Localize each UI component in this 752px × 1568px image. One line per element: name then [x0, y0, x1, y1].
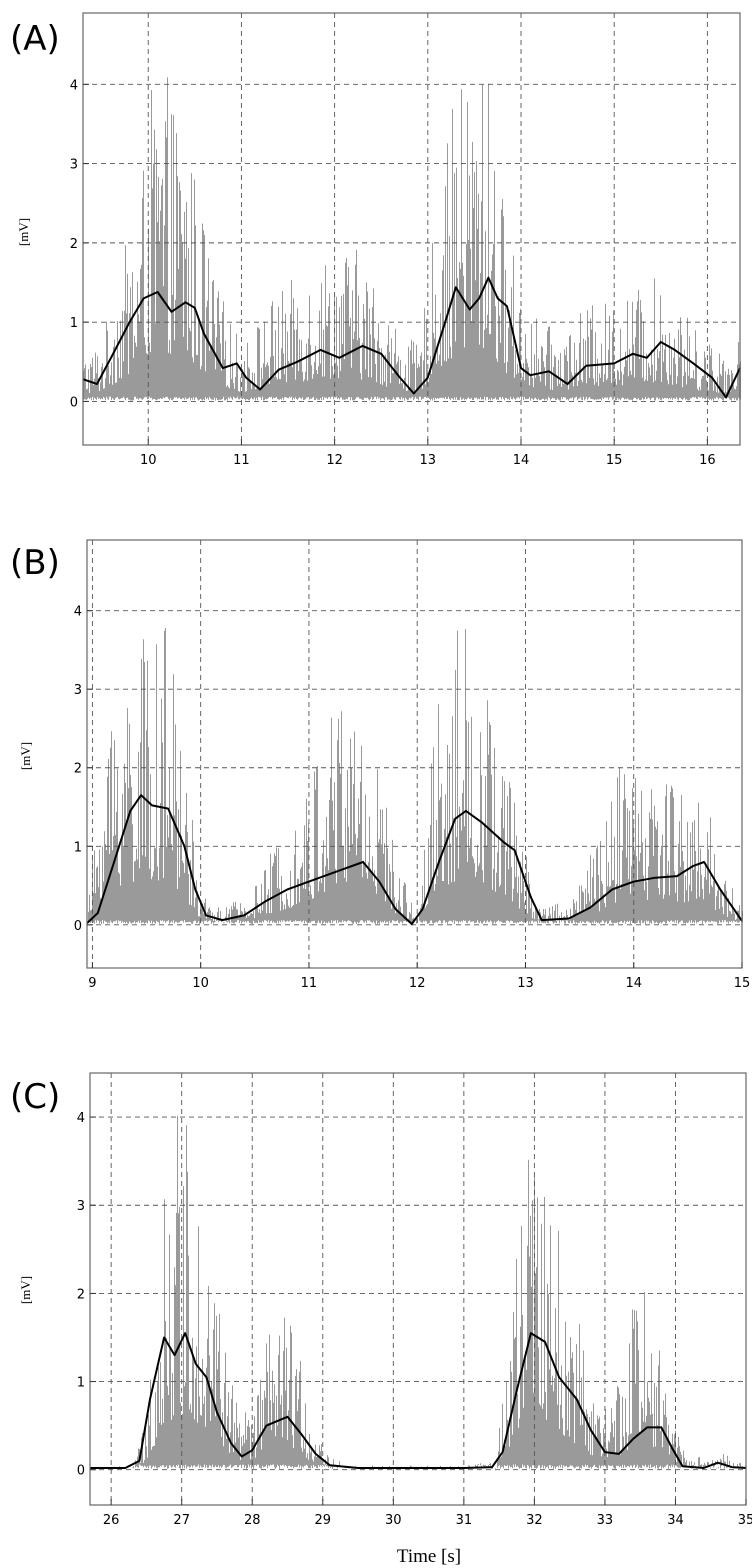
panel-c-smoothed-line: [90, 1332, 747, 1469]
panel-a-ytick-label: 4: [70, 78, 78, 93]
panel-c-grid: [90, 1073, 747, 1505]
panel-b-ytick-label: 4: [74, 605, 82, 620]
panel-b-xtick-label: 12: [409, 976, 426, 991]
panel-a-xtick-label: 14: [513, 453, 530, 468]
panel-b-grid: [87, 540, 743, 968]
panel-a-xtick-label: 11: [233, 453, 250, 468]
panel-c-xtick-label: 34: [667, 1513, 684, 1528]
panel-c-ytick-label: 4: [77, 1111, 85, 1126]
panel-a-ytick-label: 1: [70, 316, 78, 331]
panel-b-xtick-label: 13: [517, 976, 534, 991]
panel-a-frame: [82, 12, 741, 446]
panel-b-label: (B): [10, 543, 60, 583]
panel-a-raw-spikes: [83, 77, 741, 401]
panel-a-ytick-label: 0: [70, 395, 78, 410]
panel-c-ytick-label: 2: [77, 1287, 85, 1302]
panel-a-ytick-label: 3: [70, 158, 78, 173]
panel-a-xtick-label: 15: [606, 453, 623, 468]
panel-c-xtick-label: 33: [597, 1513, 614, 1528]
panel-c-xlabel: Time [s]: [397, 1546, 461, 1567]
panel-b-raw-spikes: [88, 628, 743, 924]
panel-b-xtick-label: 9: [88, 976, 96, 991]
panel-b-xtick-label: 10: [192, 976, 209, 991]
panel-c-ytick-label: 0: [77, 1464, 85, 1479]
panel-b-ylabel: [mV]: [18, 742, 33, 770]
panel-a-xtick-label: 10: [140, 453, 157, 468]
panel-b-raw-signal: [88, 628, 743, 924]
panel-b-xtick-label: 14: [625, 976, 642, 991]
panel-c-xtick-label: 28: [244, 1513, 261, 1528]
panel-a-grid: [83, 13, 740, 445]
panel-b-smoothed-line: [86, 794, 743, 925]
panel-b-ytick-label: 2: [74, 762, 82, 777]
panel-a-raw-signal: [83, 77, 741, 401]
panel-a-xtick-label: 16: [699, 453, 716, 468]
panel-a-xtick-label: 13: [420, 453, 437, 468]
panel-a-xtick-label: 12: [326, 453, 343, 468]
panel-c-frame: [89, 1072, 747, 1506]
panel-b-xtick-label: 15: [734, 976, 751, 991]
panel-b-ytick-label: 0: [74, 919, 82, 934]
panel-b-ytick-label: 3: [74, 683, 82, 698]
panel-b-frame: [86, 539, 743, 969]
panel-c-ytick-label: 3: [77, 1199, 85, 1214]
panel-c-xtick-label: 32: [526, 1513, 543, 1528]
panel-c-xtick-label: 31: [456, 1513, 473, 1528]
panel-c: (C) [mV] Time [s] 26 27 28 29 30 31 32 33 34 3501…: [10, 1072, 752, 1567]
panel-c-ylabel: [mV]: [18, 1276, 33, 1304]
panel-c-raw-signal: [103, 1115, 746, 1469]
panel-c-xtick-label: 35: [738, 1513, 752, 1528]
panel-c-ytick-label: 1: [77, 1376, 85, 1391]
panel-c-xtick-label: 30: [385, 1513, 402, 1528]
panel-c-label: (C): [10, 1077, 60, 1117]
panel-b-ytick-label: 1: [74, 840, 82, 855]
panel-c-xtick-label: 27: [173, 1513, 190, 1528]
panel-c-xtick-label: 26: [103, 1513, 120, 1528]
panel-c-raw-spikes: [103, 1115, 746, 1469]
panel-a-smoothed-line: [82, 276, 741, 399]
panel-a-ylabel: [mV]: [16, 218, 31, 246]
panel-a-label: (A): [10, 19, 60, 59]
panel-b-xtick-label: 11: [301, 976, 318, 991]
panel-c-xtick-label: 29: [315, 1513, 332, 1528]
panel-a-ytick-label: 2: [70, 237, 78, 252]
